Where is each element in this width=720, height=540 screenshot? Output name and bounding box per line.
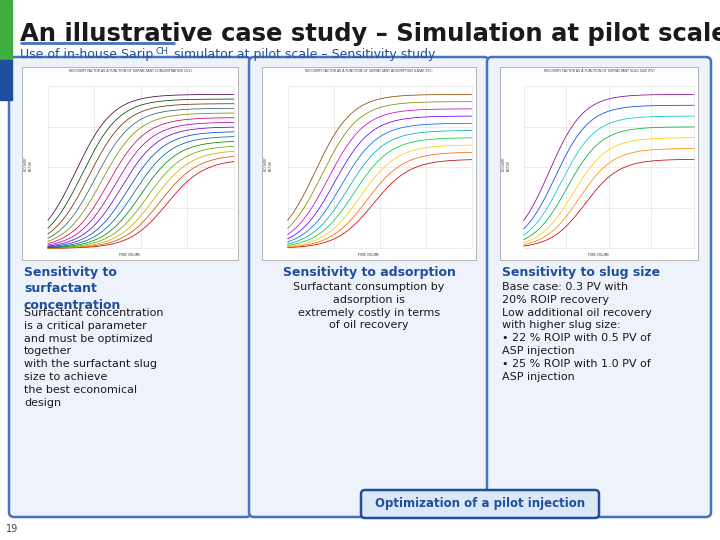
- Text: Surfactant consumption by
adsorption is
extremely costly in terms
of oil recover: Surfactant consumption by adsorption is …: [293, 282, 445, 330]
- Bar: [0, 0, 12, 60]
- Text: PORE VOLUME: PORE VOLUME: [359, 253, 379, 257]
- FancyBboxPatch shape: [249, 57, 489, 517]
- Text: RECOVERY
FACTOR: RECOVERY FACTOR: [24, 156, 32, 171]
- Text: RECOVERY FACTOR AS A FUNCTION OF SURFACTANT ADSORPTION (LB/AF STC): RECOVERY FACTOR AS A FUNCTION OF SURFACT…: [305, 69, 433, 73]
- FancyBboxPatch shape: [9, 57, 251, 517]
- Text: RECOVERY
FACTOR: RECOVERY FACTOR: [502, 156, 510, 171]
- Bar: [22, 67, 238, 260]
- Text: 19: 19: [6, 524, 18, 534]
- FancyBboxPatch shape: [361, 490, 599, 518]
- Bar: [500, 67, 698, 260]
- Text: PORE VOLUME: PORE VOLUME: [120, 253, 140, 257]
- Text: Use of in-house Sarip: Use of in-house Sarip: [20, 48, 153, 61]
- Text: Sensitivity to slug size: Sensitivity to slug size: [502, 266, 660, 279]
- Text: simulator at pilot scale – Sensitivity study: simulator at pilot scale – Sensitivity s…: [170, 48, 436, 61]
- Text: Sensitivity to
surfactant
concentration: Sensitivity to surfactant concentration: [24, 266, 122, 312]
- Text: Sensitivity to adsorption: Sensitivity to adsorption: [282, 266, 456, 279]
- Text: Base case: 0.3 PV with
20% ROIP recovery
Low additional oil recovery
with higher: Base case: 0.3 PV with 20% ROIP recovery…: [502, 282, 652, 382]
- Text: Surfactant concentration
is a critical parameter
and must be optimized
together
: Surfactant concentration is a critical p…: [24, 308, 163, 408]
- Text: RECOVERY FACTOR AS A FUNCTION OF SURFACTANT SLUG SIZE (PV): RECOVERY FACTOR AS A FUNCTION OF SURFACT…: [544, 69, 654, 73]
- Bar: [262, 67, 476, 260]
- Text: CH: CH: [156, 47, 169, 56]
- Text: RECOVERY
FACTOR: RECOVERY FACTOR: [264, 156, 273, 171]
- FancyBboxPatch shape: [487, 57, 711, 517]
- Text: Optimization of a pilot injection: Optimization of a pilot injection: [375, 497, 585, 510]
- Text: PORE VOLUME: PORE VOLUME: [588, 253, 610, 257]
- Text: RECOVERY FACTOR AS A FUNCTION OF SURFACTANT CONCENTRATION (G/L): RECOVERY FACTOR AS A FUNCTION OF SURFACT…: [68, 69, 192, 73]
- Bar: [0, 60, 12, 100]
- Text: An illustrative case study – Simulation at pilot scale: An illustrative case study – Simulation …: [20, 22, 720, 46]
